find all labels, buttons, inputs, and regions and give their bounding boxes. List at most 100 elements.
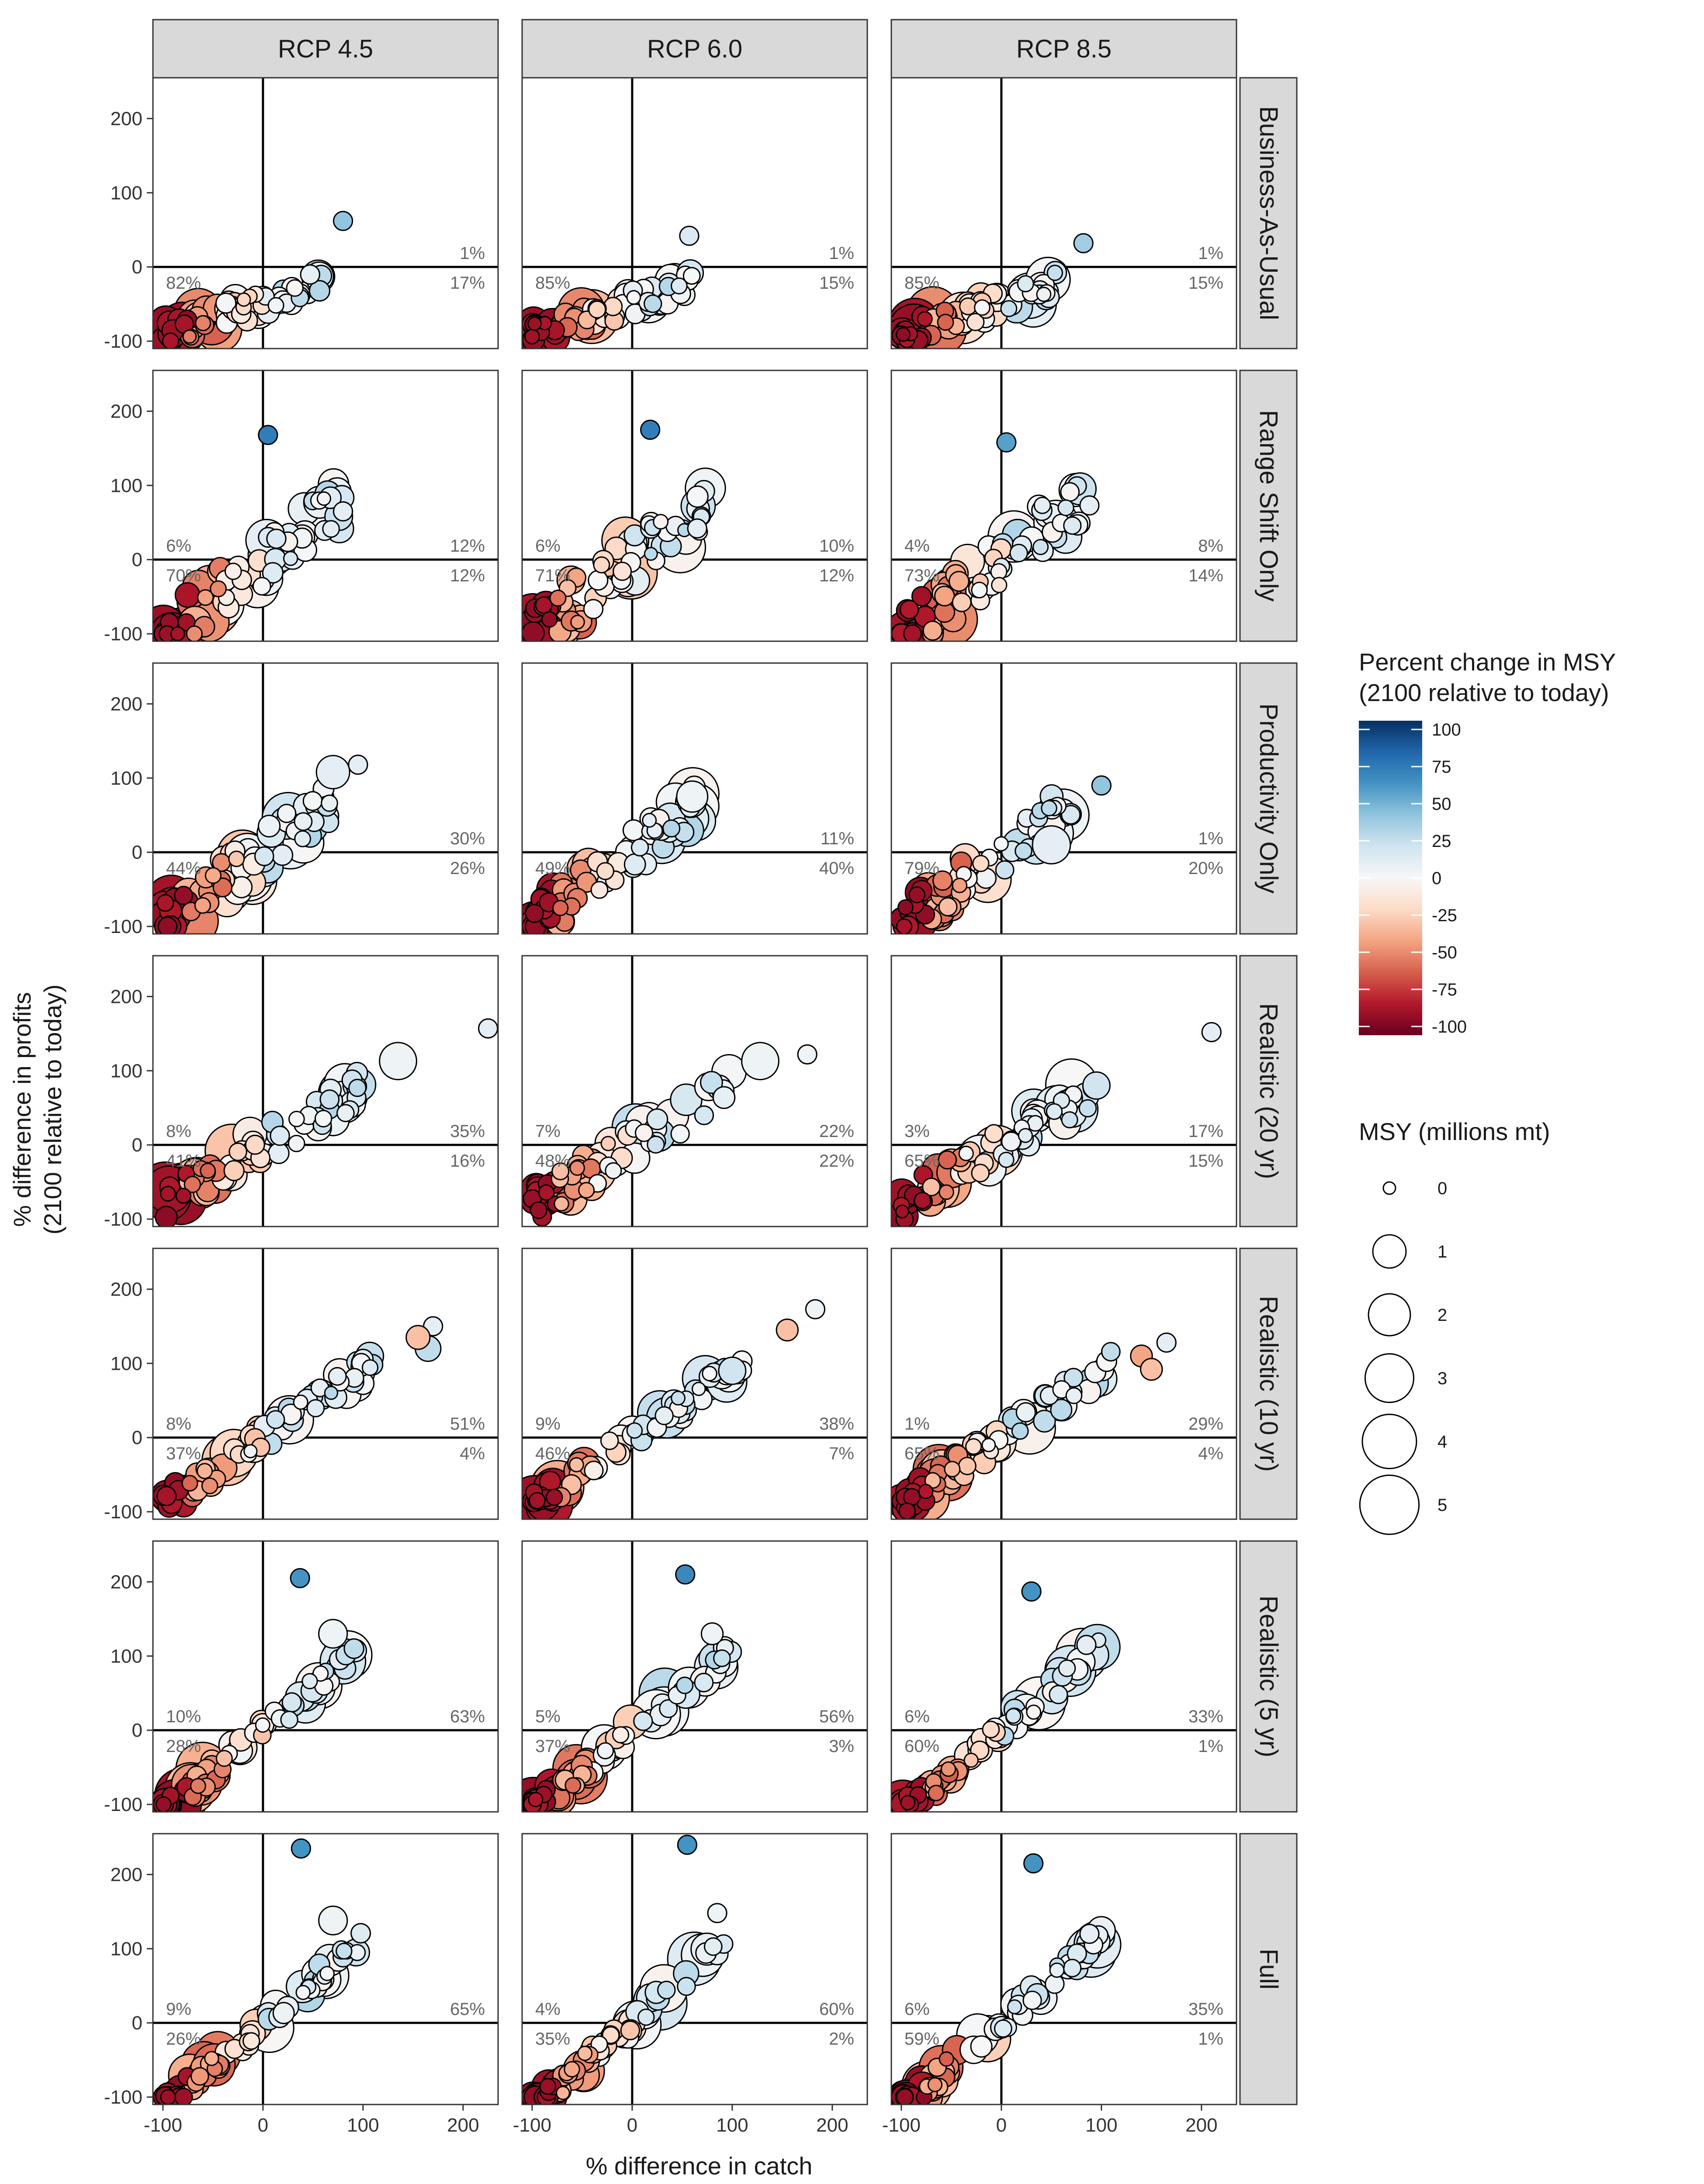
scatter-point — [670, 1124, 690, 1144]
x-tick-label: 100 — [716, 2115, 748, 2136]
color-legend-tick-label: 75 — [1432, 757, 1451, 777]
scatter-point — [175, 1188, 192, 1204]
y-tick-label: 200 — [111, 1279, 142, 1300]
scatter-point-highlight — [332, 211, 353, 231]
scatter-point — [204, 867, 222, 884]
scatter-point — [896, 2088, 914, 2105]
scatter-point — [974, 299, 991, 316]
scatter-point — [1057, 499, 1074, 516]
scatter-point-highlight — [687, 518, 707, 539]
x-axis-title-line1: % difference in catch — [586, 2152, 813, 2180]
y-tick-label: 0 — [132, 2012, 142, 2034]
scatter-point — [593, 556, 610, 574]
scatter-point — [712, 1086, 736, 1109]
scatter-point — [644, 546, 658, 561]
scatter-point-highlight — [996, 432, 1017, 453]
scatter-point — [938, 897, 958, 916]
scatter-point — [578, 1182, 595, 1199]
scatter-point-highlight — [348, 754, 368, 775]
scatter-point — [671, 1390, 686, 1406]
scatter-point-highlight — [718, 1356, 747, 1385]
facet-panel: 4% 35% 60% 2% — [521, 1833, 868, 2105]
scatter-point — [1041, 800, 1057, 816]
y-tick-label: 200 — [111, 108, 142, 129]
scatter-point — [294, 830, 312, 847]
scatter-point-highlight — [797, 1044, 817, 1065]
color-legend-title-line1: Percent change in MSY — [1359, 648, 1616, 676]
scatter-point-highlight — [1156, 1332, 1177, 1353]
scatter-point — [348, 1078, 367, 1097]
quadrant-pct-upper-right: 12% — [450, 536, 485, 556]
x-tick-label: -100 — [513, 2115, 551, 2136]
scatter-point-highlight — [676, 780, 709, 813]
scatter-point — [1026, 1704, 1042, 1720]
quadrant-pct-upper-left: 6% — [535, 536, 561, 556]
scatter-point — [272, 2002, 295, 2025]
scatter-point — [937, 314, 954, 331]
facet-panel: 85% 1% 15% — [521, 77, 868, 349]
scatter-point-highlight — [700, 1622, 724, 1645]
scatter-point — [1049, 1685, 1068, 1704]
scatter-point — [242, 2032, 260, 2050]
scatter-point — [1063, 1959, 1082, 1977]
quadrant-pct-upper-right: 51% — [450, 1414, 485, 1434]
row-strip-label: Business-As-Usual — [1254, 106, 1283, 320]
quadrant-pct-upper-right: 11% — [821, 829, 854, 848]
column-strip — [521, 19, 868, 79]
scatter-point — [958, 1146, 974, 1161]
scatter-point — [1007, 1999, 1022, 2015]
quadrant-pct-lower-left: 60% — [904, 1737, 939, 1756]
scatter-point — [1032, 539, 1049, 555]
scatter-point — [1046, 264, 1063, 281]
scatter-point — [1000, 300, 1018, 318]
scatter-point — [704, 1937, 723, 1956]
scatter-point — [588, 570, 609, 591]
scatter-point — [686, 485, 709, 508]
y-tick-label: 0 — [132, 549, 142, 570]
y-tick-label: 200 — [111, 693, 142, 715]
scatter-point — [181, 1475, 198, 1492]
size-legend-label: 1 — [1437, 1242, 1447, 1261]
scatter-point — [903, 624, 922, 641]
panel-border — [521, 370, 868, 642]
y-tick-label: -100 — [104, 331, 142, 352]
x-tick-label: -100 — [144, 2115, 182, 2136]
scatter-point-highlight — [258, 425, 278, 445]
scatter-point — [682, 267, 701, 285]
size-legend-label: 2 — [1437, 1306, 1447, 1325]
scatter-point — [984, 1124, 1004, 1144]
scatter-point — [210, 580, 227, 598]
quadrant-pct-upper-right: 1% — [460, 244, 485, 263]
quadrant-pct-upper-right: 60% — [819, 2000, 854, 2019]
color-legend-tick-label: -75 — [1432, 980, 1457, 999]
scatter-point — [228, 850, 245, 867]
scatter-point-highlight — [379, 1042, 417, 1081]
quadrant-pct-lower-left: 85% — [535, 273, 570, 293]
quadrant-pct-lower-left: 49% — [535, 859, 570, 878]
quadrant-pct-upper-right: 33% — [1188, 1707, 1223, 1726]
scatter-point — [254, 846, 274, 866]
scatter-point — [302, 791, 323, 811]
row-strip — [1239, 662, 1298, 935]
y-tick-label: 100 — [111, 1938, 142, 1959]
scatter-point — [577, 2046, 593, 2061]
scatter-point — [569, 1160, 585, 1176]
y-tick-label: 100 — [111, 1645, 142, 1667]
quadrant-pct-upper-left: 7% — [535, 1122, 561, 1141]
scatter-point — [897, 899, 914, 916]
quadrant-pct-upper-right: 10% — [819, 536, 854, 556]
quadrant-pct-lower-right: 7% — [829, 1444, 854, 1463]
scatter-point — [1009, 543, 1028, 563]
scatter-point — [551, 1162, 570, 1181]
scatter-point — [156, 1486, 177, 1507]
quadrant-pct-lower-left: 85% — [904, 273, 939, 293]
quadrant-pct-lower-left: 73% — [904, 566, 939, 585]
scatter-point — [288, 1110, 305, 1127]
quadrant-pct-lower-right: 15% — [1188, 273, 1223, 293]
column-strip-label: RCP 8.5 — [1016, 35, 1112, 63]
scatter-point — [350, 1923, 371, 1944]
scatter-point — [939, 1184, 954, 1200]
scatter-point — [215, 292, 237, 314]
scatter-point — [293, 1394, 308, 1410]
